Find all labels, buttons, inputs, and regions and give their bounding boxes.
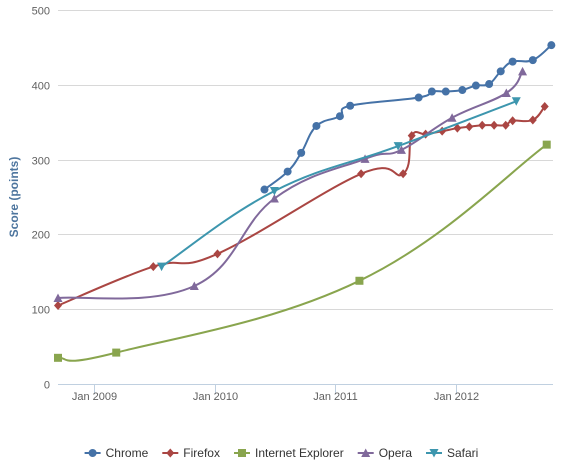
data-point-internet-explorer[interactable]	[542, 140, 551, 149]
data-point-chrome[interactable]	[508, 57, 517, 66]
data-point-chrome[interactable]	[471, 81, 480, 90]
legend-symbol-chrome	[88, 449, 97, 457]
y-tick-label: 500	[32, 6, 50, 18]
x-tick-label: Jan 2009	[72, 391, 117, 403]
grid-lines	[58, 10, 553, 385]
data-point-opera[interactable]	[269, 193, 279, 203]
y-tick-label: 400	[32, 81, 50, 93]
data-point-chrome[interactable]	[427, 87, 436, 96]
legend-symbol-safari	[429, 449, 439, 458]
data-point-opera[interactable]	[518, 66, 528, 76]
series-line-safari[interactable]	[161, 100, 517, 268]
y-tick-label: 300	[32, 156, 50, 168]
legend-item-internet-explorer[interactable]: Internet Explorer	[234, 446, 344, 460]
data-point-opera[interactable]	[501, 88, 511, 98]
legend-symbol-opera	[361, 448, 371, 457]
legend[interactable]: Chrome Firefox Internet Explorer Opera Safar…	[84, 446, 479, 460]
data-point-firefox[interactable]	[438, 126, 447, 136]
data-point-chrome[interactable]	[414, 93, 423, 102]
data-point-safari[interactable]	[269, 187, 279, 196]
series-line-internet-explorer[interactable]	[57, 143, 548, 362]
legend-symbol-firefox	[166, 448, 175, 458]
legend-item-firefox[interactable]: Firefox	[162, 446, 220, 460]
series-chrome	[260, 41, 556, 194]
series-firefox	[54, 101, 549, 310]
data-point-safari[interactable]	[511, 97, 521, 106]
series-line-opera[interactable]	[57, 70, 524, 300]
data-point-firefox[interactable]	[407, 131, 416, 141]
legend-item-safari[interactable]: Safari	[426, 446, 478, 460]
data-point-safari[interactable]	[157, 262, 167, 272]
data-point-chrome[interactable]	[441, 87, 450, 96]
data-point-chrome[interactable]	[283, 167, 292, 176]
x-tick-label: Jan 2011	[313, 391, 357, 403]
data-point-opera[interactable]	[53, 293, 63, 302]
series-internet-explorer	[54, 140, 551, 362]
data-point-firefox[interactable]	[508, 116, 517, 126]
data-point-firefox[interactable]	[465, 122, 474, 132]
legend-label: Opera	[379, 446, 413, 460]
y-axis-label: Score (points)	[7, 157, 21, 238]
data-point-firefox[interactable]	[357, 169, 366, 179]
series-safari	[157, 97, 521, 272]
data-point-chrome[interactable]	[297, 148, 306, 157]
legend-label: Chrome	[106, 446, 149, 460]
legend-item-opera[interactable]: Opera	[357, 446, 413, 460]
series-opera	[53, 66, 528, 302]
y-tick-label: 0	[44, 380, 50, 392]
data-point-internet-explorer[interactable]	[355, 276, 364, 285]
data-point-firefox[interactable]	[453, 123, 462, 133]
legend-item-chrome[interactable]: Chrome	[84, 446, 149, 460]
data-point-chrome[interactable]	[528, 56, 537, 65]
data-point-chrome[interactable]	[335, 112, 344, 121]
data-point-opera[interactable]	[447, 113, 457, 122]
data-point-firefox[interactable]	[501, 120, 510, 130]
series-layer	[53, 41, 556, 362]
data-point-opera[interactable]	[189, 281, 199, 291]
data-point-internet-explorer[interactable]	[54, 353, 62, 362]
x-tick-label: Jan 2012	[434, 391, 479, 403]
data-point-chrome[interactable]	[458, 86, 467, 95]
data-point-chrome[interactable]	[312, 121, 321, 130]
data-point-firefox[interactable]	[149, 262, 158, 272]
legend-label: Firefox	[183, 446, 220, 460]
data-point-firefox[interactable]	[213, 249, 222, 259]
data-point-chrome[interactable]	[485, 80, 494, 89]
data-point-chrome[interactable]	[547, 41, 556, 50]
data-point-firefox[interactable]	[399, 169, 408, 179]
x-tick-label: Jan 2010	[193, 391, 238, 403]
series-line-chrome[interactable]	[263, 44, 552, 191]
data-point-firefox[interactable]	[540, 101, 549, 111]
y-tick-label: 100	[32, 305, 50, 317]
legend-label: Safari	[447, 446, 478, 460]
data-point-internet-explorer[interactable]	[112, 348, 121, 357]
data-point-opera[interactable]	[396, 145, 406, 154]
data-point-firefox[interactable]	[528, 115, 537, 125]
axes: 0 100 200 300 400 500 Jan 2009 Jan 2010 Jan 2011…	[32, 6, 553, 403]
data-point-firefox[interactable]	[478, 120, 487, 130]
legend-symbol-internet-explorer	[238, 449, 246, 457]
data-point-chrome[interactable]	[346, 101, 355, 110]
data-point-opera[interactable]	[360, 154, 370, 163]
y-tick-label: 200	[32, 230, 50, 242]
data-point-firefox[interactable]	[54, 300, 62, 310]
data-point-chrome[interactable]	[260, 185, 269, 194]
legend-label: Internet Explorer	[255, 446, 344, 460]
data-point-firefox[interactable]	[490, 120, 499, 130]
data-point-safari[interactable]	[393, 142, 403, 151]
data-point-chrome[interactable]	[496, 67, 505, 76]
